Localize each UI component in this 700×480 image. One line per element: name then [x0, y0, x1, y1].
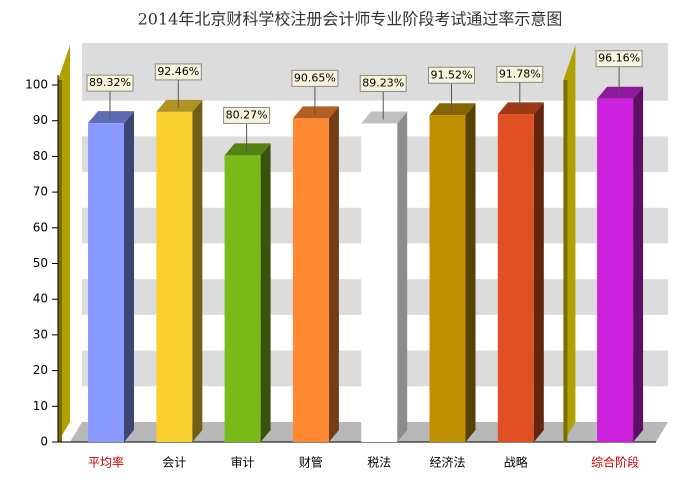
value-label-box — [86, 74, 134, 92]
y-tick-label: 30 — [33, 327, 48, 341]
bar — [597, 98, 634, 442]
bar-side — [328, 106, 339, 442]
y-tick-label: 90 — [33, 113, 48, 127]
value-label-box — [428, 66, 475, 84]
value-label: 89.32% — [89, 76, 131, 89]
bar-side — [465, 103, 476, 443]
x-tick-label: 税法 — [367, 456, 391, 470]
bar — [224, 155, 261, 442]
bar — [88, 123, 124, 443]
y-tick-label: 50 — [33, 256, 48, 270]
x-tick-label: 战略 — [504, 455, 528, 470]
value-label: 91.78% — [499, 67, 541, 80]
bar-top — [361, 111, 408, 124]
x-tick-label: 审计 — [231, 455, 255, 470]
bar — [497, 114, 534, 442]
bar-top — [597, 86, 644, 99]
y-tick-label: 60 — [33, 220, 48, 234]
value-label-box — [291, 69, 339, 87]
y-tick-label: 10 — [33, 399, 48, 413]
value-label-box — [496, 65, 544, 83]
y-tick-label: 80 — [33, 149, 48, 163]
bar-top — [156, 99, 203, 112]
y-tick-label: 70 — [33, 185, 48, 199]
bar-top — [429, 103, 476, 116]
bar-side — [192, 99, 203, 443]
x-tick-label: 财管 — [299, 455, 323, 470]
x-tick-label: 平均率 — [88, 455, 124, 470]
y-tick-label: 0 — [40, 435, 48, 449]
bar-side — [397, 111, 408, 442]
bar — [292, 118, 329, 442]
value-label: 91.52% — [431, 68, 473, 81]
bar-top — [497, 102, 544, 115]
bar-top — [224, 143, 271, 156]
x-tick-label: 会计 — [162, 456, 186, 470]
value-label-box — [595, 50, 643, 68]
value-label: 96.16% — [598, 52, 640, 65]
value-label: 90.65% — [294, 71, 336, 84]
value-label: 92.46% — [157, 65, 199, 78]
bar — [156, 111, 193, 443]
value-label-box — [359, 74, 407, 92]
bar-side — [260, 143, 271, 442]
bar-side — [633, 86, 644, 442]
y-tick-label: 100 — [25, 78, 48, 92]
bar — [361, 123, 398, 442]
divider-front — [563, 80, 568, 442]
chart-title: 2014年北京财科学校注册会计师专业阶段考试通过率示意图 — [138, 10, 563, 29]
y-tick-label: 40 — [33, 292, 48, 306]
value-label-box — [154, 63, 202, 81]
bar-top — [292, 106, 339, 119]
x-tick-label: 经济法 — [429, 455, 465, 470]
bar — [429, 115, 466, 443]
bar-top — [88, 111, 134, 124]
value-label: 80.27% — [226, 108, 268, 121]
bar-side — [533, 102, 544, 442]
grid-band — [82, 43, 668, 65]
value-label-box — [223, 106, 271, 124]
x-tick-label: 综合阶段 — [591, 455, 639, 470]
bar-side — [124, 111, 134, 443]
left-wall-front — [58, 80, 62, 442]
value-label: 89.23% — [362, 76, 404, 89]
y-tick-label: 20 — [33, 363, 48, 377]
